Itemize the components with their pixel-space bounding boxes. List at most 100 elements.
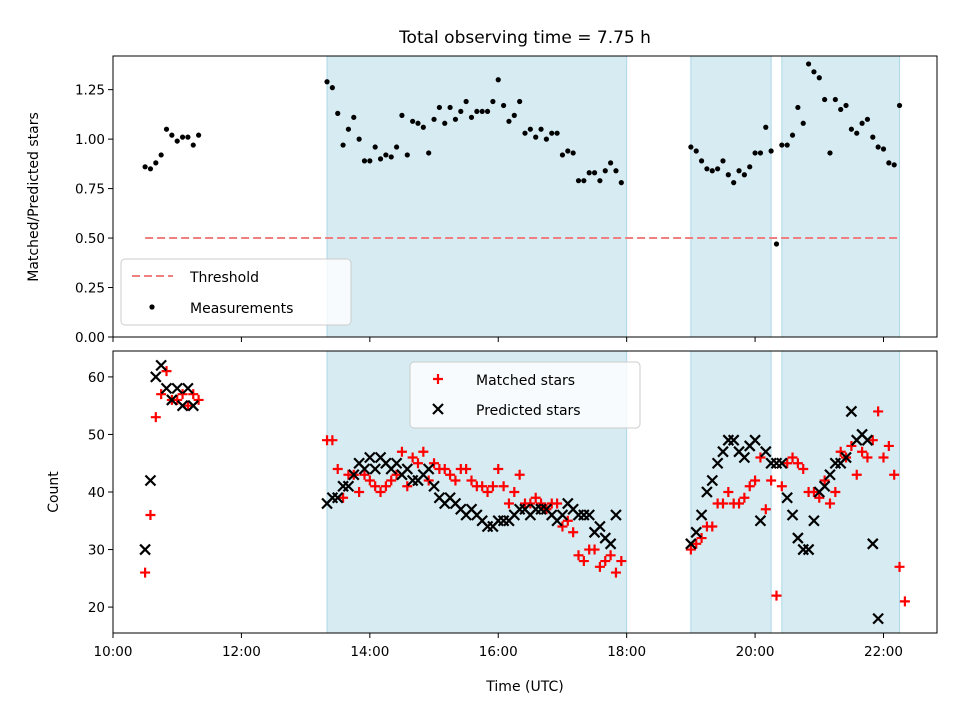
matched-star-point	[616, 556, 627, 567]
observing-window-band	[690, 55, 772, 338]
matched-star-point	[359, 469, 370, 480]
predicted-star-point	[824, 468, 836, 481]
matched-star-point	[744, 481, 755, 492]
predicted-star-point	[776, 457, 788, 470]
predicted-star-point	[685, 538, 697, 550]
measurement-point	[169, 132, 175, 138]
observing-window-band	[781, 55, 901, 338]
matched-star-point	[461, 463, 472, 474]
predicted-star-point	[342, 480, 355, 493]
matched-star-point	[407, 452, 418, 463]
y-tick-label: 0.50	[75, 231, 105, 247]
measurement-point	[436, 104, 442, 111]
measurement-point	[741, 172, 747, 178]
matched-star-point	[835, 446, 846, 457]
legend-predicted-label: Predicted stars	[476, 403, 581, 419]
measurement-point	[479, 108, 485, 115]
measurement-point	[431, 116, 437, 122]
measurement-point	[618, 180, 624, 186]
matched-star-point	[412, 458, 423, 469]
measurement-point	[388, 154, 394, 160]
measurement-point	[463, 98, 469, 105]
matched-star-point	[182, 400, 193, 411]
predicted-star-point	[348, 468, 360, 481]
matched-star-point	[578, 556, 589, 567]
measurement-point	[517, 98, 523, 105]
measurement-point	[179, 134, 186, 140]
x-tick-label: 18:00	[607, 644, 646, 660]
measurement-point	[779, 142, 785, 148]
matched-star-point	[536, 498, 547, 509]
predicted-star-point	[808, 514, 820, 527]
matched-star-point	[717, 498, 728, 509]
measurement-point	[522, 130, 528, 136]
y-tick-label: 1.25	[75, 83, 105, 99]
measurement-point	[827, 150, 833, 156]
measurements-points	[142, 61, 903, 247]
measurement-point	[752, 150, 758, 156]
predicted-star-point	[369, 463, 381, 475]
predicted-star-point	[604, 538, 617, 550]
count-points	[139, 359, 910, 625]
legend-measurements-label: Measurements	[190, 301, 293, 317]
matched-star-point	[354, 487, 365, 497]
measurement-point	[361, 158, 368, 164]
predicted-star-point	[401, 463, 414, 475]
matched-star-point	[798, 463, 809, 474]
predicted-star-point	[701, 486, 713, 498]
matched-star-point	[899, 596, 910, 607]
measurement-point	[838, 106, 844, 113]
predicted-star-point	[695, 509, 708, 521]
matched-star-point	[830, 487, 841, 497]
predicted-star-point	[840, 451, 852, 464]
matched-star-point	[883, 440, 894, 451]
measurement-point	[602, 168, 608, 174]
observing-window-band	[781, 350, 901, 634]
measurement-point	[500, 102, 507, 109]
matched-star-point	[177, 389, 188, 400]
predicted-star-point	[187, 399, 200, 412]
legend-threshold-label: Threshold	[189, 270, 259, 286]
measurement-point	[163, 126, 170, 132]
measurement-point	[597, 178, 603, 184]
matched-star-point	[734, 498, 745, 509]
predicted-star-point	[760, 445, 772, 458]
predicted-star-point	[171, 382, 183, 395]
matched-star-point	[514, 469, 525, 480]
measurement-point	[613, 168, 619, 174]
measurement-point	[875, 144, 881, 150]
matched-star-point	[685, 544, 696, 555]
measurement-point	[404, 152, 410, 158]
matched-star-point	[792, 458, 803, 469]
predicted-star-point	[711, 457, 724, 470]
matched-star-point	[760, 504, 771, 515]
count-legend: Matched stars Predicted stars	[409, 361, 641, 429]
measurement-point	[474, 108, 480, 115]
measurement-point	[147, 166, 154, 172]
predicted-star-point	[422, 463, 435, 475]
predicted-star-point	[331, 491, 344, 504]
measurement-point	[891, 162, 897, 168]
measurement-point	[490, 98, 496, 105]
predicted-star-point	[556, 509, 569, 521]
matched-star-point	[493, 463, 504, 474]
measurement-point	[554, 130, 560, 136]
measurement-point	[736, 168, 742, 174]
matched-star-point	[867, 435, 878, 446]
measurement-point	[795, 104, 801, 111]
measurement-point	[586, 170, 592, 176]
measurement-point	[757, 150, 764, 156]
matched-star-point	[889, 469, 900, 480]
ratio-panel: 0.00 0.25 0.50 0.75 1.00 1.25 Matched/Predict…	[26, 55, 938, 346]
matched-star-point	[482, 487, 493, 497]
matched-star-point	[814, 492, 825, 503]
measurement-point	[773, 241, 780, 247]
x-tick-label: 12:00	[222, 644, 261, 660]
predicted-star-point	[364, 451, 376, 464]
measurement-point	[511, 112, 517, 118]
y-tick-label: 0.25	[75, 281, 105, 297]
predicted-star-point	[738, 451, 751, 464]
matched-star-point	[610, 567, 621, 578]
predicted-star-point	[176, 399, 189, 412]
x-tick-label: 20:00	[736, 644, 775, 660]
